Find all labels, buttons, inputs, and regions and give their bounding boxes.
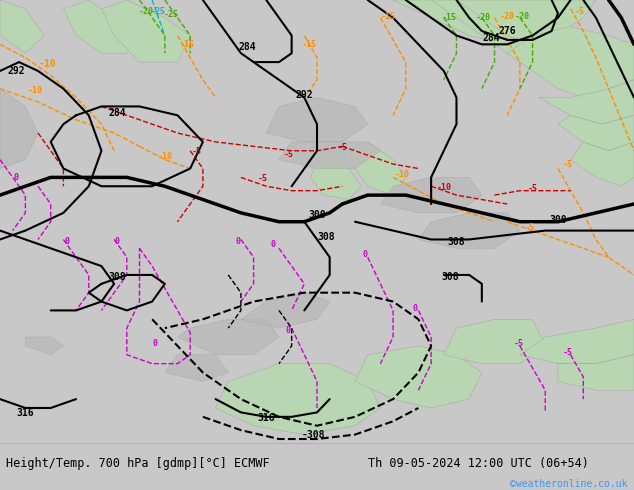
Text: 284: 284 (482, 33, 500, 43)
Text: -25: -25 (164, 10, 179, 19)
Polygon shape (355, 346, 482, 408)
Text: -15: -15 (301, 40, 316, 49)
Text: -25: -25 (150, 6, 165, 16)
Text: -5: -5 (524, 223, 534, 232)
Polygon shape (63, 0, 139, 53)
Polygon shape (178, 319, 279, 355)
Text: 300: 300 (308, 210, 326, 220)
Polygon shape (25, 337, 63, 355)
Polygon shape (311, 151, 361, 199)
Polygon shape (266, 98, 368, 142)
Polygon shape (444, 319, 545, 364)
Text: -10: -10 (157, 151, 172, 161)
Text: 308: 308 (108, 272, 126, 282)
Polygon shape (571, 142, 634, 186)
Text: -5: -5 (337, 143, 347, 152)
Text: -20: -20 (138, 6, 153, 16)
Text: 0: 0 (115, 237, 120, 246)
Text: -308: -308 (302, 431, 326, 441)
Text: -20: -20 (476, 13, 491, 22)
Polygon shape (507, 26, 634, 98)
Text: -5: -5 (258, 174, 268, 183)
Polygon shape (0, 89, 38, 169)
Text: 0: 0 (270, 240, 275, 249)
Polygon shape (101, 0, 190, 62)
Polygon shape (393, 0, 583, 44)
Text: 308: 308 (441, 272, 459, 282)
Polygon shape (165, 355, 228, 381)
Text: 284: 284 (238, 42, 256, 51)
Text: 284: 284 (108, 108, 126, 118)
Polygon shape (349, 142, 406, 195)
Polygon shape (456, 0, 596, 44)
Polygon shape (539, 80, 634, 124)
Text: -5: -5 (575, 6, 585, 16)
Text: -5: -5 (527, 184, 538, 193)
Polygon shape (279, 142, 380, 169)
Text: -20: -20 (500, 12, 515, 22)
Polygon shape (558, 355, 634, 390)
Text: -15: -15 (380, 12, 396, 22)
Text: -10: -10 (436, 183, 451, 192)
Text: 308: 308 (318, 232, 335, 242)
Text: 292: 292 (295, 90, 313, 100)
Polygon shape (0, 0, 44, 53)
Text: -5: -5 (514, 339, 524, 348)
Text: ©weatheronline.co.uk: ©weatheronline.co.uk (510, 479, 628, 490)
Text: 0: 0 (363, 250, 368, 260)
Text: -10: -10 (395, 170, 410, 179)
Text: 0: 0 (64, 237, 69, 246)
Text: 0: 0 (286, 326, 291, 335)
Text: -5: -5 (562, 160, 573, 170)
Polygon shape (241, 293, 330, 328)
Text: -20: -20 (514, 12, 529, 22)
Text: -15: -15 (441, 13, 456, 22)
Text: 300: 300 (549, 215, 567, 224)
Polygon shape (558, 115, 634, 151)
Polygon shape (216, 364, 380, 435)
Text: -5: -5 (562, 348, 573, 357)
Polygon shape (520, 319, 634, 364)
Text: -10: -10 (39, 59, 56, 69)
Text: 0: 0 (153, 339, 158, 348)
Text: Height/Temp. 700 hPa [gdmp][°C] ECMWF: Height/Temp. 700 hPa [gdmp][°C] ECMWF (6, 457, 270, 469)
Polygon shape (431, 0, 571, 62)
Text: 316: 316 (257, 413, 275, 423)
Text: 292: 292 (7, 66, 25, 76)
Text: 0: 0 (413, 304, 418, 313)
Polygon shape (418, 213, 520, 248)
Text: -15: -15 (179, 40, 195, 49)
Text: 276: 276 (498, 26, 516, 36)
Text: -5: -5 (283, 150, 294, 159)
Text: 308: 308 (448, 237, 465, 246)
Text: -10: -10 (27, 86, 42, 96)
Text: Th 09-05-2024 12:00 UTC (06+54): Th 09-05-2024 12:00 UTC (06+54) (368, 457, 588, 469)
Text: 0: 0 (235, 237, 240, 246)
Text: 316: 316 (16, 408, 34, 418)
Text: -5: -5 (191, 147, 202, 156)
Text: 0: 0 (13, 173, 18, 182)
Polygon shape (380, 177, 482, 213)
